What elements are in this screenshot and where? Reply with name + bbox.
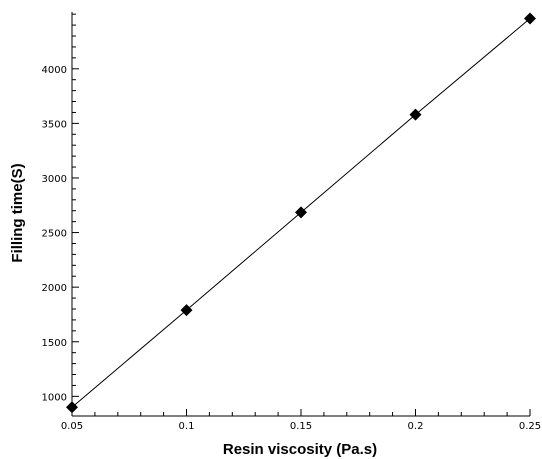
y-axis-ticks: 1000 1500 2000 2500 3000 3500 4000 xyxy=(42,13,79,408)
data-point-marker xyxy=(409,108,422,121)
y-tick-label: 2500 xyxy=(42,229,67,240)
data-point-marker xyxy=(295,206,307,219)
y-axis-title: Filling time(S) xyxy=(9,163,26,262)
data-point-marker xyxy=(524,12,536,25)
x-axis-ticks: 0.05 0.1 0.15 0.2 0.25 xyxy=(61,409,541,432)
y-tick-label: 4000 xyxy=(42,65,67,76)
y-tick-label: 3500 xyxy=(42,119,67,130)
x-axis-title: Resin viscosity (Pa.s) xyxy=(223,441,377,458)
y-tick-label: 3000 xyxy=(42,174,67,185)
y-tick-label: 1500 xyxy=(42,338,67,349)
data-point-marker xyxy=(66,401,78,414)
x-tick-label: 0.1 xyxy=(179,421,195,432)
y-tick-label: 2000 xyxy=(42,283,67,294)
data-point-marker xyxy=(180,304,193,317)
x-tick-label: 0.05 xyxy=(61,421,83,432)
x-tick-label: 0.25 xyxy=(519,421,541,432)
x-tick-label: 0.2 xyxy=(408,421,424,432)
series-layer xyxy=(66,12,536,414)
x-tick-label: 0.15 xyxy=(290,421,312,432)
y-tick-label: 1000 xyxy=(42,392,67,403)
